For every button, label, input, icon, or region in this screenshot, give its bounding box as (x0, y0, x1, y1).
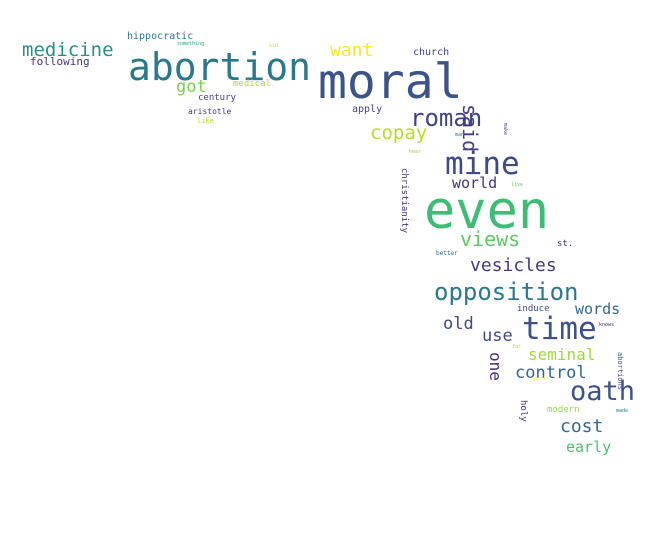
word-hippocratic: hippocratic (127, 31, 194, 42)
word-use: use (482, 326, 513, 346)
word-oath: oath (570, 376, 636, 407)
word-roman: roman (410, 104, 483, 132)
word-like: like (197, 117, 214, 125)
word-live: live (511, 182, 524, 188)
word-copay: copay (370, 122, 428, 144)
word-century: century (198, 93, 236, 103)
word-induce: induce (517, 304, 550, 314)
word-made: made (616, 408, 629, 414)
word-time: time (522, 311, 597, 347)
word-abortion: abortion (128, 45, 312, 89)
word-views: views (460, 227, 521, 251)
word-man: man (455, 132, 465, 138)
word-old: old (443, 314, 474, 334)
word-st: st. (557, 239, 574, 249)
word-opposition: opposition (434, 278, 579, 306)
word-kid: kid (269, 43, 279, 49)
word-knows: knows (599, 322, 615, 328)
word-medical: medical (233, 79, 271, 89)
word-world: world (452, 174, 498, 192)
word-following: following (30, 55, 90, 68)
word-one: one (486, 352, 505, 381)
word-holy: holy (518, 400, 528, 422)
word-cost: cost (560, 416, 604, 437)
word-said: said (458, 104, 482, 153)
word-want: want (330, 40, 374, 61)
word-vesicles: vesicles (470, 255, 557, 276)
word-aristotle: aristotle (188, 107, 232, 116)
word-words: words (575, 300, 621, 318)
word-abortions: abortions (616, 352, 624, 390)
word-church: church (413, 47, 450, 58)
word-medicine: medicine (22, 39, 114, 61)
word-make: make (502, 123, 508, 136)
word-seminal: seminal (528, 345, 596, 364)
word-early: early (566, 438, 612, 456)
word-moral: moral (318, 54, 463, 110)
word-control: control (515, 363, 587, 383)
word-hear: hear (409, 149, 422, 155)
word-far: far (512, 344, 522, 350)
word-christianity: christianity (399, 168, 409, 234)
word-got: got (176, 77, 207, 97)
word-something: something (177, 41, 205, 47)
word-better: better (436, 250, 458, 257)
word-modern: modern (547, 405, 580, 415)
word-even: even (424, 181, 550, 241)
word-post: post (534, 376, 547, 382)
word-mine: mine (445, 146, 520, 182)
word-apply: apply (352, 104, 383, 115)
